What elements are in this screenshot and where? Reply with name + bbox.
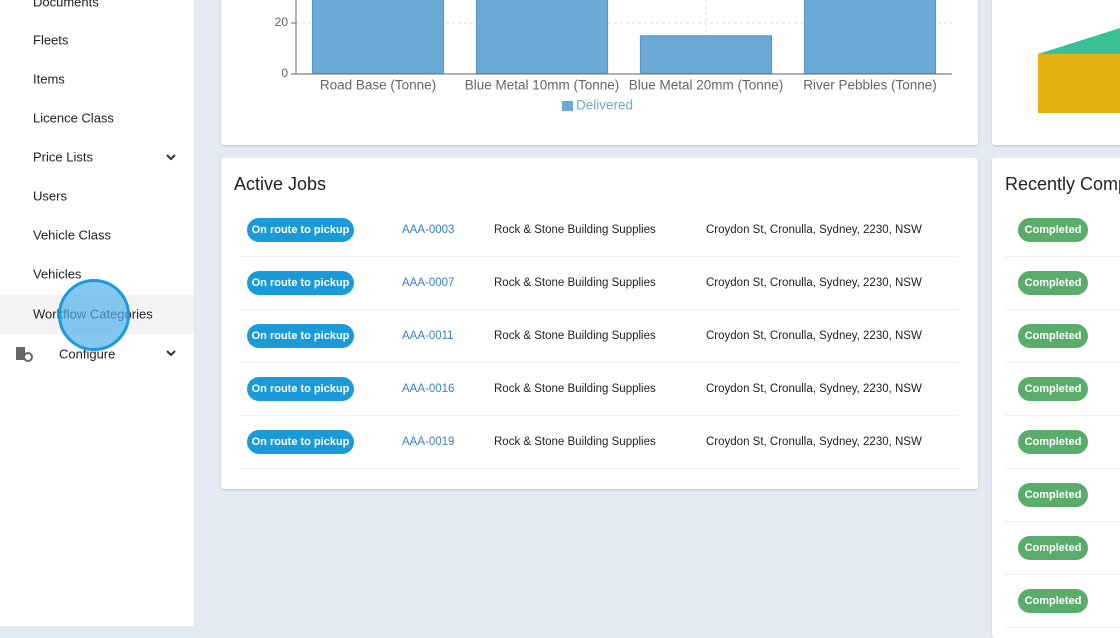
- customer: Rock & Stone Building Supplies: [494, 383, 656, 395]
- row-separator: [1005, 415, 1120, 416]
- status-badge: Completed: [1018, 536, 1088, 560]
- card-title: Active Jobs: [234, 174, 327, 194]
- status-badge: Completed: [1018, 324, 1088, 348]
- job-id[interactable]: AAA-0016: [402, 383, 455, 395]
- card-title: Recently Completed: [1005, 174, 1120, 194]
- status-badge: On route to pickup: [247, 218, 354, 242]
- recent-list: Completed Completed Completed Completed Comp…: [992, 158, 1120, 638]
- row-separator: [1005, 362, 1120, 363]
- delivery-chart: 0 20 Road Base (Tonne) Blue Metal 10mm (Ton…: [275, 0, 952, 113]
- row-separator: [239, 309, 959, 310]
- job-id[interactable]: AAA-0003: [402, 224, 455, 236]
- address: Croydon St, Cronulla, Sydney, 2230, NSW: [706, 277, 922, 289]
- nav-item[interactable]: Items: [33, 71, 65, 87]
- status-badge: Completed: [1018, 218, 1088, 242]
- jobs-list: On route to pickup AAA-0003 Rock & Stone B…: [221, 158, 978, 489]
- nav-item[interactable]: Vehicle Class: [33, 227, 112, 243]
- x-tick-label: Blue Metal 20mm (Tonne): [629, 78, 784, 93]
- customer: Rock & Stone Building Supplies: [494, 436, 656, 448]
- customer: Rock & Stone Building Supplies: [494, 224, 656, 236]
- active-jobs-card: Active Jobs On route to pickup AAA-0003 Ro…: [221, 158, 978, 489]
- row-separator: [239, 415, 959, 416]
- status-badge: Completed: [1018, 271, 1088, 295]
- nav-item[interactable]: Users: [33, 188, 67, 204]
- bar: [311, 0, 445, 75]
- pie-card: [992, 0, 1120, 145]
- row-separator: [239, 362, 959, 363]
- customer: Rock & Stone Building Supplies: [494, 277, 656, 289]
- address: Croydon St, Cronulla, Sydney, 2230, NSW: [706, 224, 922, 236]
- status-badge: On route to pickup: [247, 377, 354, 401]
- nav-item[interactable]: Licence Class: [33, 110, 114, 126]
- recent-card: Recently Completed CompletedCompletedCom…: [992, 158, 1120, 638]
- cursor-indicator: [58, 279, 130, 351]
- chevron: [166, 350, 176, 357]
- job-id[interactable]: AAA-0011: [402, 330, 454, 342]
- status-badge: On route to pickup: [247, 271, 354, 295]
- row-separator: [239, 468, 959, 469]
- row-separator: [1005, 256, 1120, 257]
- customer: Rock & Stone Building Supplies: [494, 330, 656, 342]
- job-id[interactable]: AAA-0007: [402, 277, 455, 289]
- nav-item[interactable]: Documents: [33, 0, 99, 10]
- pie-fragment: [1038, 28, 1120, 113]
- job-id[interactable]: AAA-0019: [402, 436, 455, 448]
- chevron: [166, 154, 176, 161]
- status-badge: Completed: [1018, 377, 1088, 401]
- legend-label[interactable]: Delivered: [576, 98, 633, 113]
- x-tick-label: Road Base (Tonne): [320, 78, 436, 93]
- address: Croydon St, Cronulla, Sydney, 2230, NSW: [706, 330, 922, 342]
- status-badge: Completed: [1018, 589, 1088, 613]
- nav-item[interactable]: Vehicles: [33, 266, 82, 282]
- row-separator: [1005, 521, 1120, 522]
- row-separator: [1005, 627, 1120, 628]
- status-badge: Completed: [1018, 430, 1088, 454]
- address: Croydon St, Cronulla, Sydney, 2230, NSW: [706, 436, 922, 448]
- bar: [803, 0, 937, 75]
- status-badge: On route to pickup: [247, 430, 354, 454]
- row-separator: [1005, 468, 1120, 469]
- x-tick-label: Blue Metal 10mm (Tonne): [465, 78, 620, 93]
- address: Croydon St, Cronulla, Sydney, 2230, NSW: [706, 383, 922, 395]
- chevrons: [166, 154, 176, 357]
- y-tick-label: 0: [281, 66, 288, 80]
- bar: [475, 0, 609, 75]
- y-tick-label: 20: [275, 15, 289, 29]
- status-badge: Completed: [1018, 483, 1088, 507]
- status-badge: On route to pickup: [247, 324, 354, 348]
- bar: [639, 35, 773, 75]
- row-separator: [239, 256, 959, 257]
- x-tick-label: River Pebbles (Tonne): [803, 78, 937, 93]
- nav-item[interactable]: Fleets: [33, 32, 69, 48]
- row-separator: [1005, 309, 1120, 310]
- row-separator: [1005, 574, 1120, 575]
- legend-swatch: [562, 101, 573, 111]
- nav-item[interactable]: Price Lists: [33, 149, 93, 165]
- configure-icon: [16, 347, 33, 362]
